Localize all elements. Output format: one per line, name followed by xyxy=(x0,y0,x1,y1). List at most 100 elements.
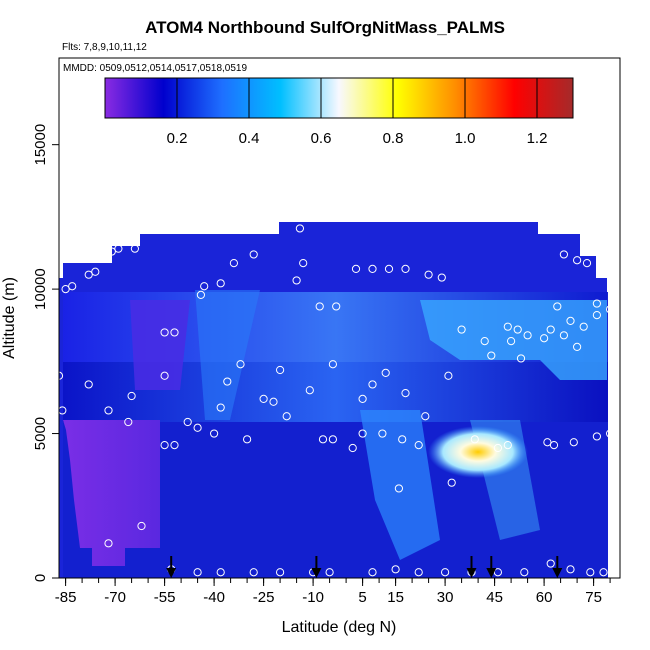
sample-point xyxy=(196,290,205,299)
sample-point xyxy=(444,371,453,380)
sample-point xyxy=(543,438,552,447)
sample-point xyxy=(579,322,588,331)
sample-point xyxy=(276,365,285,375)
flight-arrow xyxy=(311,556,322,578)
sample-point xyxy=(114,244,123,253)
sample-point xyxy=(592,311,602,320)
sample-point xyxy=(599,568,608,577)
heatmap-field xyxy=(59,222,608,578)
x-tick-label: 75 xyxy=(585,589,602,606)
plot-frame xyxy=(58,57,621,579)
sample-point xyxy=(328,435,337,444)
flight-arrow xyxy=(166,556,177,578)
sample-point xyxy=(592,432,602,441)
sample-point xyxy=(318,435,328,444)
sample-point xyxy=(249,568,258,577)
sample-point xyxy=(520,568,529,577)
sample-point xyxy=(516,354,526,363)
sample-point xyxy=(457,325,466,334)
colorbar-tick-label: 1.0 xyxy=(455,130,476,147)
sample-point xyxy=(566,316,575,325)
sample-point xyxy=(193,423,202,432)
sample-point xyxy=(127,391,136,401)
heatmap-purple-south xyxy=(63,420,160,566)
sample-point xyxy=(424,270,433,279)
sample-point xyxy=(68,282,77,291)
sample-point xyxy=(160,371,169,380)
sample-point xyxy=(391,565,400,574)
sample-point xyxy=(401,389,410,398)
dates-label: MMDD: 0509,0512,0514,0517,0518,0519 xyxy=(63,63,247,74)
sample-point xyxy=(170,328,179,337)
y-tick-label: 0 xyxy=(32,574,49,582)
sample-point xyxy=(573,256,582,265)
sample-point xyxy=(384,264,394,273)
sample-points xyxy=(59,224,615,577)
sample-point xyxy=(573,342,582,351)
sample-point xyxy=(200,282,209,291)
colorbar-tick-label: 0.2 xyxy=(167,130,188,147)
sample-point xyxy=(592,299,602,308)
sample-point xyxy=(104,539,113,548)
colorbar-ticks: 0.2 0.4 0.6 0.8 1.0 1.2 xyxy=(167,78,547,147)
x-tick-label: -25 xyxy=(253,589,275,606)
sample-point xyxy=(606,305,615,314)
sample-point xyxy=(229,259,238,268)
sample-point xyxy=(368,380,377,389)
sample-point xyxy=(540,334,549,343)
y-tick-label: 15000 xyxy=(32,124,49,166)
sample-point xyxy=(559,250,569,259)
sample-point xyxy=(368,568,377,577)
sample-point xyxy=(84,270,93,279)
sample-point xyxy=(259,394,268,403)
sample-point xyxy=(193,568,202,577)
sample-point xyxy=(137,521,146,531)
y-tick-label: 5000 xyxy=(32,417,49,450)
heatmap-lightblue-wedge-2 xyxy=(195,290,260,420)
sample-point xyxy=(216,568,225,577)
sample-point xyxy=(216,279,225,288)
flight-arrows xyxy=(166,556,563,578)
x-tick-label: 15 xyxy=(387,589,404,606)
sample-point xyxy=(503,322,512,331)
sample-point xyxy=(130,244,139,253)
sample-point xyxy=(269,397,278,406)
sample-point xyxy=(84,380,93,389)
sample-point xyxy=(299,259,308,268)
sample-point xyxy=(292,276,301,285)
sample-point xyxy=(447,478,456,487)
colorbar-tick-label: 0.4 xyxy=(239,130,260,147)
sample-point xyxy=(441,568,450,577)
sample-point xyxy=(295,224,304,233)
sample-point xyxy=(216,403,225,412)
heatmap-lightblue-north xyxy=(420,300,607,380)
sample-point xyxy=(493,443,502,453)
sample-point xyxy=(513,325,522,334)
x-tick-label: -55 xyxy=(154,589,176,606)
sample-point xyxy=(414,441,423,450)
sample-point xyxy=(480,337,489,346)
sample-point xyxy=(160,441,169,450)
x-tick-label: -40 xyxy=(203,589,225,606)
x-axis: -85 -70 -55 -40 -25 -10 5 15 30 45 60 75 xyxy=(55,578,611,606)
y-axis: 0 5000 10000 15000 xyxy=(32,124,59,582)
sample-point xyxy=(493,568,502,577)
sample-point xyxy=(348,443,357,453)
sample-point xyxy=(437,273,446,282)
sample-point xyxy=(523,331,532,340)
sample-point xyxy=(210,429,219,438)
sample-point xyxy=(107,247,116,256)
heatmap-hotspot xyxy=(428,426,528,478)
colorbar-tick-label: 0.6 xyxy=(311,130,332,147)
sample-point xyxy=(282,412,291,421)
sample-point xyxy=(507,337,516,346)
sample-point xyxy=(394,484,403,493)
sample-point xyxy=(586,568,595,577)
sample-point xyxy=(414,568,423,577)
x-tick-label: 60 xyxy=(536,589,553,606)
x-tick-label: -85 xyxy=(55,589,77,606)
colorbar: 0.2 0.4 0.6 0.8 1.0 1.2 xyxy=(104,77,574,147)
heatmap-purple-upper xyxy=(130,300,190,390)
x-tick-label: -10 xyxy=(302,589,324,606)
flight-arrow xyxy=(466,556,477,578)
